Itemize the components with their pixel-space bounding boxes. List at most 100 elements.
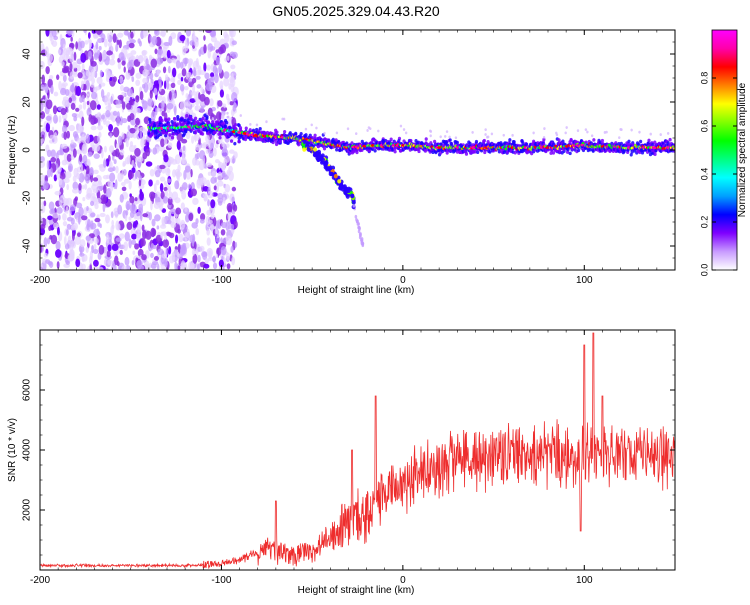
spectrogram-noise-cell (62, 43, 66, 52)
spectrogram-branch-cell (351, 200, 356, 205)
spectrogram-noise-cell (134, 147, 141, 157)
spectrogram-noise-cell (139, 188, 143, 195)
spectrogram-noise-cell (195, 75, 201, 80)
spectrogram-noise-cell (209, 46, 216, 51)
spectrogram-noise-cell (195, 144, 202, 151)
spectrogram-noise-cell (200, 177, 207, 186)
spectrogram-noise-cell (105, 109, 111, 118)
spectrogram-noise-cell (117, 172, 123, 182)
spectrogram-noise-cell (183, 170, 187, 180)
spectrogram-noise-cell (81, 116, 85, 127)
spectrogram-ridge-halo (274, 142, 279, 147)
spectrogram-noise-cell (65, 229, 69, 236)
colorbar-gradient (712, 30, 737, 270)
spectrogram-noise-cell (131, 159, 135, 167)
spectrogram-noise-cell (173, 105, 177, 116)
spectrogram-ridge-halo (610, 141, 614, 146)
snr-ytick-label: 2000 (22, 498, 33, 521)
spectrogram-noise-cell (205, 134, 210, 144)
spectrogram-noise-cell (203, 44, 207, 54)
spectrogram-noise-cell (115, 43, 119, 53)
spectrogram-stray-cell (346, 127, 350, 131)
spectrogram-noise-cell (196, 179, 202, 189)
spectrogram-noise-cell (220, 221, 228, 229)
spectrogram-noise-cell (114, 211, 119, 219)
spectrogram-noise-cell (158, 145, 166, 152)
spectrogram-ridge-halo (244, 126, 248, 131)
spectrogram-noise-cell (135, 117, 141, 126)
spectrogram-noise-cell (207, 107, 213, 117)
spectrogram-branch-cell (319, 155, 324, 160)
spectrogram-noise-cell (70, 139, 74, 145)
spectrogram-noise-cell (189, 98, 196, 103)
spectrogram-xtick-label: 0 (400, 275, 406, 286)
spectrogram-noise-cell (224, 183, 231, 193)
spectrogram-noise-cell (112, 76, 117, 83)
spectrogram-noise-cell (68, 165, 72, 171)
spectrogram-noise-cell (157, 263, 160, 270)
spectrogram-noise-cell (161, 110, 166, 117)
spectrogram-noise-cell (164, 257, 168, 268)
spectrogram-noise-cell (57, 49, 62, 55)
spectrogram-branch-cell (345, 194, 350, 199)
spectrogram-noise-cell (176, 173, 180, 182)
spectrogram-stray-cell (255, 123, 259, 127)
spectrogram-noise-cell (43, 237, 48, 248)
spectrogram-noise-cell (134, 197, 138, 202)
spectrogram-noise-cell (213, 216, 217, 227)
spectrogram-noise-cell (176, 140, 181, 151)
spectrogram-noise-cell (74, 196, 78, 202)
spectrogram-noise-cell (184, 165, 191, 173)
spectrogram-noise-cell (92, 177, 99, 182)
spectrogram-noise-cell (95, 30, 103, 35)
spectrogram-noise-cell (129, 141, 134, 147)
spectrogram-noise-cell (81, 94, 85, 103)
spectrogram-noise-cell (77, 215, 81, 225)
spectrogram-ridge-halo (197, 128, 201, 133)
spectrogram-noise-cell (94, 217, 101, 223)
spectrogram-noise-cell (210, 199, 216, 209)
spectrogram-noise-cell (117, 32, 124, 38)
spectrogram-noise-cell (113, 183, 117, 190)
spectrogram-ridge-halo (283, 129, 287, 134)
spectrogram-stray-cell (445, 130, 449, 134)
spectrogram-branch-cell (323, 161, 328, 166)
spectrogram-ridge-halo (393, 149, 397, 154)
spectrogram-ridge-halo (448, 138, 452, 142)
spectrogram-noise-cell (40, 84, 46, 91)
spectrogram-noise-cell (50, 157, 57, 163)
spectrogram-branch-cell (328, 171, 333, 177)
spectrogram-noise-cell (103, 259, 107, 265)
spectrogram-noise-cell (194, 159, 200, 166)
spectrogram-noise-cell (90, 115, 96, 126)
spectrogram-noise-cell (123, 178, 130, 184)
spectrogram-ridge-halo (668, 137, 672, 142)
spectrogram-noise-cell (170, 82, 176, 89)
spectrogram-noise-cell (232, 158, 235, 164)
spectrogram-noise-cell (105, 214, 110, 224)
spectrogram-noise-cell (46, 237, 51, 245)
colorbar-frame (711, 29, 738, 271)
spectrogram-noise-cell (141, 50, 147, 57)
spectrogram-noise-cell (70, 224, 77, 231)
colorbar-tick-label: 0.4 (699, 168, 709, 181)
colorbar-tick-label: 0.6 (699, 120, 709, 133)
spectrogram-noise-cell (105, 70, 111, 80)
colorbar-ticks: 0.00.20.40.60.8 (699, 29, 738, 276)
spectrogram-noise-cell (142, 77, 148, 84)
spectrogram-noise-cell (60, 61, 65, 67)
spectrogram-noise-cell (145, 148, 151, 157)
spectrogram-noise-cell (208, 250, 213, 260)
spectrogram-noise-cell (137, 54, 144, 63)
spectrogram-branch-cell (302, 147, 307, 152)
spectrogram-noise-cell (93, 153, 100, 159)
spectrogram-noise-cell (65, 50, 69, 60)
spectrogram-noise-cell (163, 41, 171, 47)
spectrogram-branch-cell (333, 174, 338, 179)
spectrogram-noise-cell (213, 40, 221, 49)
spectrogram-noise-cell (53, 114, 58, 124)
spectrogram-noise-cell (160, 100, 165, 109)
spectrogram-noise-cell (225, 93, 230, 101)
spectrogram-noise-cell (185, 213, 190, 223)
